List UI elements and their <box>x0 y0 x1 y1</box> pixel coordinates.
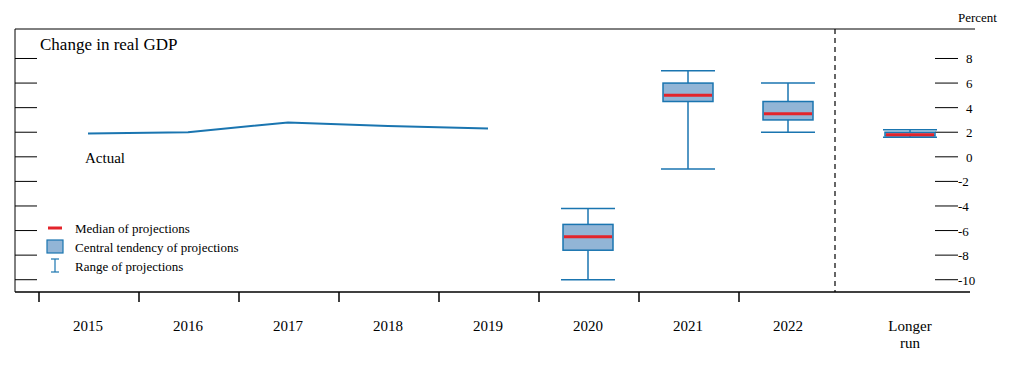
range-cap-low <box>561 279 615 281</box>
x-axis <box>15 291 970 293</box>
y-tick-label: 4 <box>966 101 973 116</box>
x-tick-label-part: 2018 <box>373 318 403 334</box>
x-tick-label-part: 2020 <box>573 318 603 334</box>
x-tick-label: 2020 <box>573 318 603 334</box>
x-tick-label-part: Longer <box>888 318 931 334</box>
x-tick <box>538 292 540 302</box>
central-tendency-box <box>563 224 613 250</box>
y-tick-left <box>15 107 37 108</box>
central-tendency-box <box>885 132 935 136</box>
legend-label: Central tendency of projections <box>75 240 239 255</box>
range-cap-low <box>761 131 815 133</box>
chart: Change in real GDP Percent -10 -8 -6 -4 -2 0 2 4 6… <box>0 0 1024 366</box>
y-tick-right <box>935 230 958 231</box>
y-tick-right <box>935 107 958 108</box>
x-tick-label: 2022 <box>773 318 803 334</box>
legend-label: Range of projections <box>75 259 183 274</box>
y-tick-left <box>15 255 37 256</box>
x-tick <box>138 292 140 302</box>
median-line <box>664 94 712 97</box>
central-tendency-box <box>763 102 813 120</box>
y-tick-left <box>15 230 37 231</box>
x-tick-label: 2018 <box>373 318 403 334</box>
x-tick <box>438 292 440 302</box>
median-line <box>764 112 812 115</box>
x-tick-label: 2017 <box>273 318 304 334</box>
y-tick-label: 6 <box>966 76 973 91</box>
x-tick-label-part: 2022 <box>773 318 803 334</box>
x-tick <box>638 292 640 302</box>
y-tick-label: -2 <box>958 174 969 189</box>
legend-swatch <box>48 227 62 230</box>
x-tick <box>338 292 340 302</box>
y-tick-right <box>935 132 958 133</box>
y-tick-left <box>15 132 37 133</box>
y-tick-left <box>15 181 37 182</box>
y-tick-right <box>935 156 958 157</box>
range-cap-low <box>661 168 715 170</box>
annotation: Actual <box>85 150 125 166</box>
central-tendency-box <box>663 83 713 101</box>
y-tick-left <box>15 83 37 84</box>
range-cap-high <box>561 208 615 210</box>
x-tick-label: 2019 <box>473 318 503 334</box>
y-tick-label: 8 <box>966 51 973 66</box>
median-line <box>886 133 934 136</box>
median-line <box>564 235 612 238</box>
x-tick-label: 2016 <box>173 318 204 334</box>
legend-swatch <box>51 271 59 272</box>
x-tick <box>38 292 40 302</box>
y-tick-left <box>15 156 37 157</box>
y-tick-left <box>15 58 37 59</box>
x-tick-label-part: 2021 <box>673 318 703 334</box>
x-tick-label-part: run <box>900 335 920 351</box>
x-tick-label-part: 2019 <box>473 318 503 334</box>
x-tick-label-part: 2016 <box>173 318 204 334</box>
x-tick-label: 2015 <box>73 318 103 334</box>
y-tick-label: -8 <box>958 248 969 263</box>
range-cap-high <box>661 70 715 72</box>
y-tick-label: -4 <box>958 199 969 214</box>
x-tick-label-part: 2015 <box>73 318 103 334</box>
title: Change in real GDP <box>40 35 177 54</box>
y-tick-right <box>935 83 958 84</box>
x-tick <box>238 292 240 302</box>
y-tick-left <box>15 205 37 206</box>
legend-swatch <box>54 259 55 272</box>
y-tick-label: 2 <box>966 125 973 140</box>
y-tick-label: 0 <box>966 150 973 165</box>
range-cap-high <box>883 129 937 131</box>
top-border <box>15 29 975 30</box>
actual-line <box>88 122 488 133</box>
x-tick-label: Longerrun <box>888 318 931 351</box>
y-axis <box>15 29 16 292</box>
y-tick-right <box>935 205 958 206</box>
legend-label: Median of projections <box>75 221 190 236</box>
x-tick-label: 2021 <box>673 318 703 334</box>
y-tick-right <box>935 58 958 59</box>
legend-swatch <box>51 258 59 259</box>
x-tick-label-part: 2017 <box>273 318 304 334</box>
legend-swatch <box>47 240 63 253</box>
y-tick-left <box>15 279 37 280</box>
x-tick <box>738 292 740 302</box>
y-tick-right <box>935 181 958 182</box>
y-tick-label: -6 <box>958 224 969 239</box>
range-cap-high <box>761 82 815 84</box>
y-tick-label: -10 <box>958 273 975 288</box>
y-tick-right <box>935 255 958 256</box>
y-axis-label: Percent <box>958 10 997 25</box>
divider <box>834 29 835 292</box>
y-tick-right <box>935 279 958 280</box>
